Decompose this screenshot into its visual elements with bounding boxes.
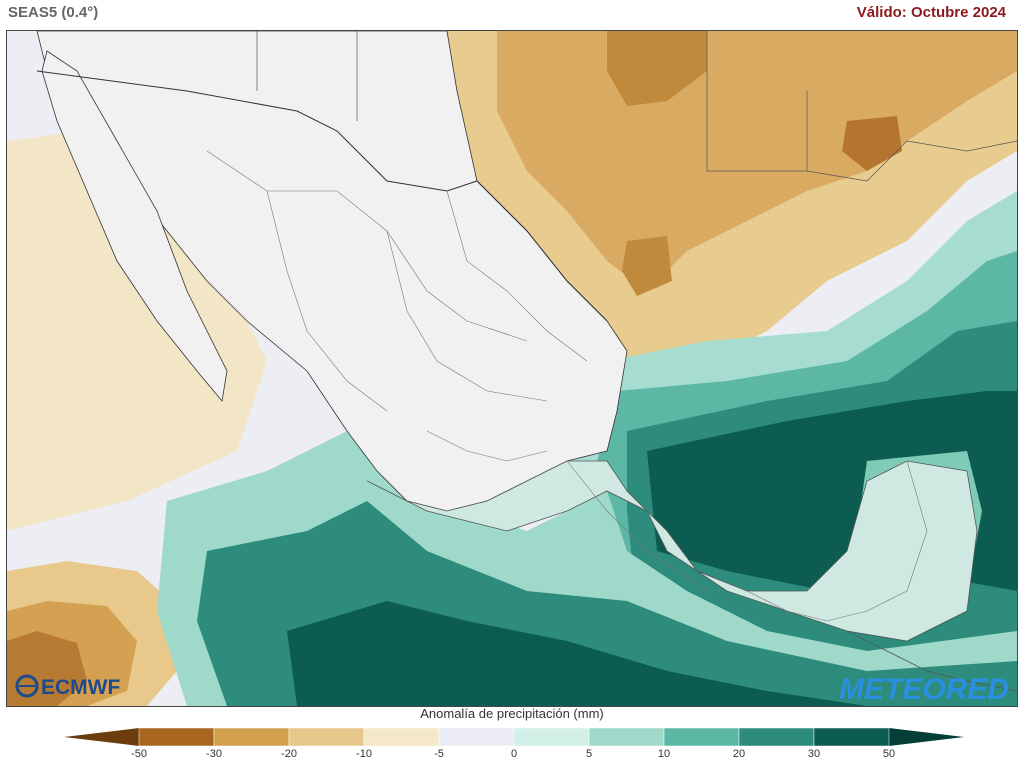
state-line-6 xyxy=(566,460,708,592)
legend-tick-label: -5 xyxy=(434,748,444,760)
model-label: SEAS5 (0.4°) xyxy=(8,4,99,21)
baja-california xyxy=(41,50,228,402)
us-mexico-border xyxy=(36,70,608,322)
precipitation-anomaly-map: ECMWF METEORED xyxy=(7,31,1017,706)
legend-tick-label: -30 xyxy=(206,748,222,760)
color-scale-bar xyxy=(64,727,964,747)
legend-arrow-right xyxy=(889,728,964,746)
us-driest-area-2 xyxy=(842,116,902,171)
legend-tick-label: -10 xyxy=(356,748,372,760)
legend-tick-label: 0 xyxy=(510,748,518,760)
legend-tick-label: 20 xyxy=(732,748,746,760)
legend-tick-label: 30 xyxy=(807,748,821,760)
state-line-5 xyxy=(426,430,548,462)
legend-tick-label: 50 xyxy=(882,748,896,760)
legend-bin xyxy=(738,727,815,747)
legend-ticks: -50 -30 -20 -10 -5 0 5 10 20 30 50 xyxy=(0,748,1024,766)
ecmwf-text: ECMWF xyxy=(41,676,120,699)
legend-bin xyxy=(813,727,890,747)
gulf-coast-us xyxy=(806,140,1017,182)
state-line-2 xyxy=(266,190,388,412)
state-line-4 xyxy=(446,190,588,362)
legend-bin xyxy=(513,727,590,747)
legend-bin xyxy=(588,727,665,747)
state-line-7 xyxy=(746,590,908,622)
legend-arrow-left xyxy=(64,728,139,746)
legend-bin xyxy=(138,727,215,747)
pacific-dry-area xyxy=(7,121,267,531)
legend-bin xyxy=(363,727,440,747)
legend-tick-label: 5 xyxy=(585,748,593,760)
texas-coast-dry-area xyxy=(622,236,672,296)
us-driest-area-1 xyxy=(607,31,707,106)
legend-bin xyxy=(213,727,290,747)
yucatan-state-line xyxy=(906,460,928,592)
map-panel: ECMWF METEORED xyxy=(6,30,1018,707)
ecmwf-logo: ECMWF xyxy=(15,674,120,699)
legend-tick-label: 10 xyxy=(657,748,671,760)
meteored-logo: METEORED xyxy=(839,673,1009,706)
state-line-3 xyxy=(386,230,548,402)
pacific-sw-driest-area xyxy=(7,631,87,706)
valid-date-label: Válido: Octubre 2024 xyxy=(856,4,1006,21)
central-america-coast xyxy=(846,630,1017,692)
legend-bins xyxy=(138,727,890,747)
legend-bin xyxy=(663,727,740,747)
legend-bin xyxy=(438,727,515,747)
legend-bin xyxy=(288,727,365,747)
legend-title: Anomalía de precipitación (mm) xyxy=(420,706,604,721)
us-west-state-lines xyxy=(256,31,358,121)
legend-tick-label: -20 xyxy=(281,748,297,760)
us-state-lines xyxy=(706,31,808,172)
pacific-south-very-wet-area xyxy=(287,601,867,706)
legend-tick-label: -50 xyxy=(131,748,147,760)
